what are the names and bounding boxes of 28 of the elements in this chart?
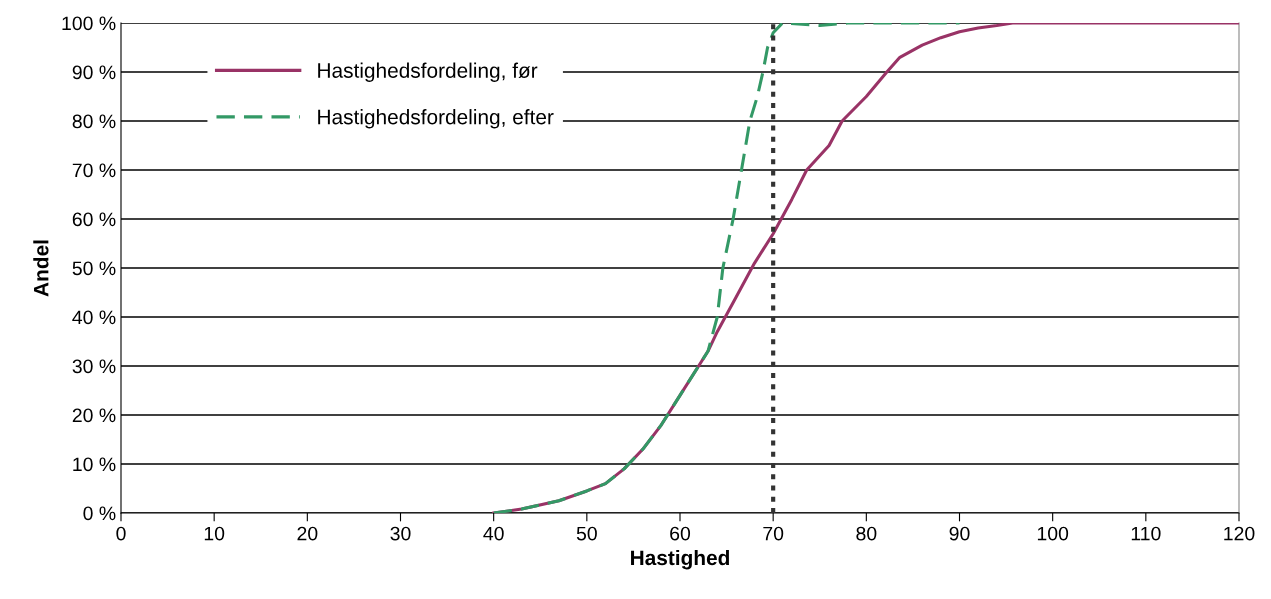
x-tick-label: 70 — [763, 526, 784, 541]
y-tick-label: 60 % — [72, 212, 116, 227]
x-tick-label: 90 — [949, 526, 970, 541]
x-tick-label: 100 — [1037, 526, 1069, 541]
x-tick-label: 30 — [390, 526, 411, 541]
y-axis-title: Andel — [33, 240, 49, 297]
legend-label: Hastighedsfordeling, før — [318, 62, 538, 82]
x-tick-label: 60 — [670, 526, 691, 541]
y-tick-label: 10 % — [73, 457, 116, 472]
y-tick-label: 30 % — [72, 359, 116, 374]
x-tick-label: 10 — [204, 526, 225, 541]
x-tick-label: 80 — [856, 526, 877, 541]
y-tick-label: 20 % — [72, 408, 116, 423]
x-tick-label: 110 — [1131, 526, 1161, 541]
y-tick-label: 70 % — [72, 163, 116, 178]
legend-label: Hastighedsfordeling, efter — [318, 109, 554, 129]
y-tick-label: 100 % — [62, 16, 116, 31]
y-tick-label: 80 % — [72, 114, 116, 129]
x-tick-label: 120 — [1224, 526, 1255, 541]
y-tick-label: 90 % — [72, 65, 116, 80]
x-tick-label: 0 — [116, 526, 126, 541]
x-tick-label: 40 — [483, 526, 504, 541]
x-tick-label: 50 — [576, 526, 597, 541]
y-tick-label: 50 % — [72, 261, 116, 276]
x-axis-title: Hastighed — [631, 549, 729, 570]
x-tick-label: 20 — [297, 526, 318, 541]
y-tick-label: 0 % — [83, 506, 116, 521]
y-tick-label: 40 % — [72, 310, 116, 325]
